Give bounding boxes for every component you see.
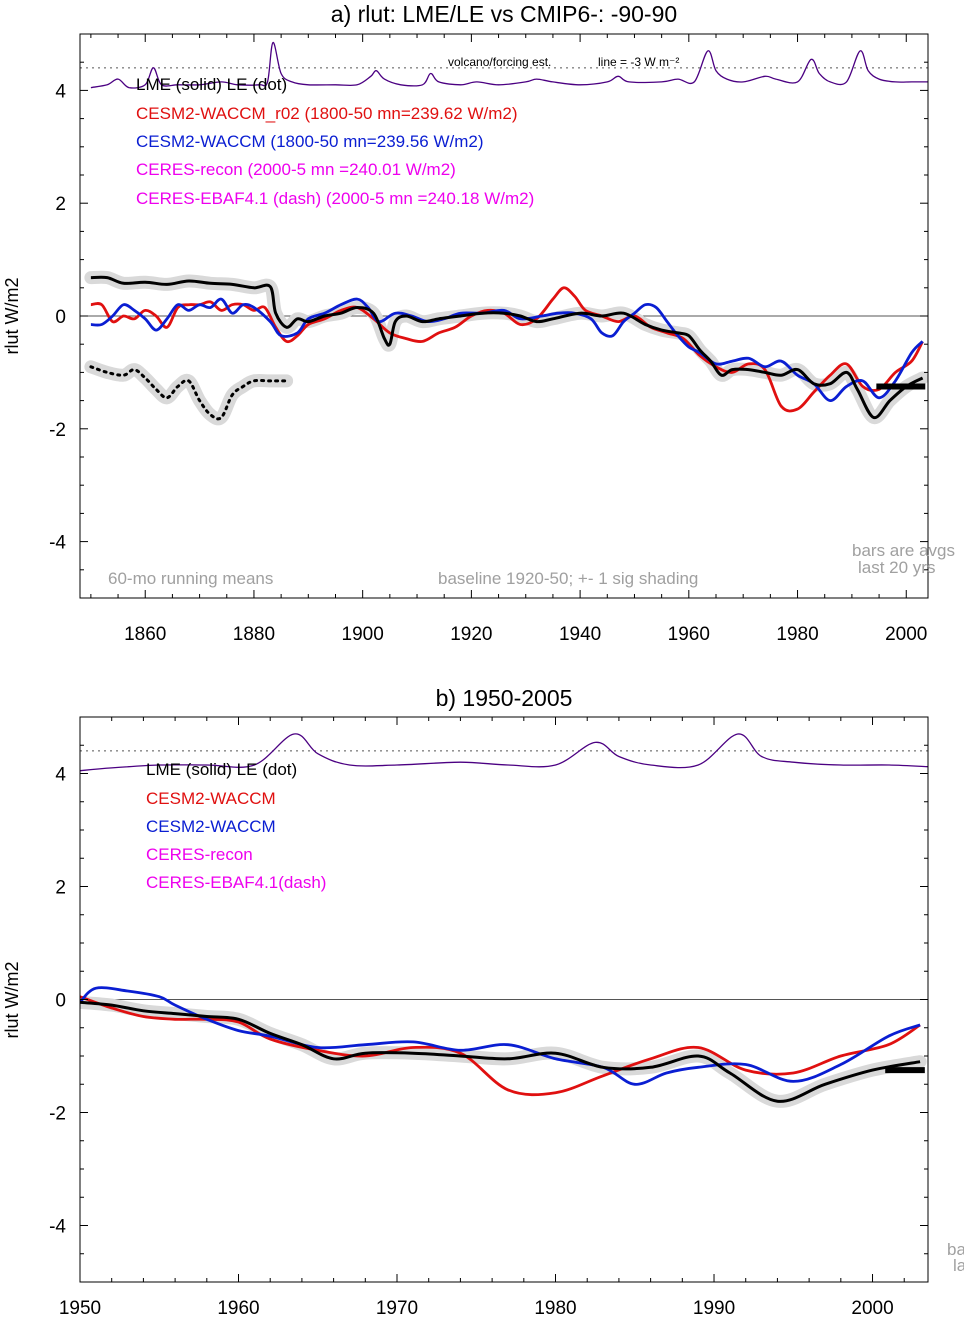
legend-b-ceres-recon: CERES-recon <box>146 845 253 864</box>
legend-a-wacc-r02: CESM2-WACCM_r02 (1800-50 mn=239.62 W/m2) <box>136 104 518 123</box>
volcano-forcing-line <box>90 41 928 89</box>
plot-a-axes: -4 -2 0 2 4 1860 1880 1900 1920 1940 1960 1980 2000 <box>49 33 929 645</box>
panel-a-ylabel: rlut W/m2 <box>2 277 22 354</box>
x-tick-label: 1950 <box>59 1298 101 1319</box>
series-cesm2-waccm-red <box>90 286 924 413</box>
x-tick-label: 1880 <box>233 624 275 645</box>
y-tick-label: -2 <box>49 1104 66 1125</box>
y-tick-label: 0 <box>55 991 66 1012</box>
x-tick-label: 2000 <box>851 1298 893 1319</box>
x-tick-label: 1900 <box>342 624 384 645</box>
plot-area <box>80 733 928 1108</box>
sigma-shading-0 <box>84 270 928 425</box>
panel-b-legend: LME (solid) LE (dot) CESM2-WACCM CESM2-W… <box>146 760 326 892</box>
panel-a-volcano-label: volcano/forcing est. <box>448 55 551 69</box>
legend-a-ceres-ebaf: CERES-EBAF4.1 (dash) (2000-5 mn =240.18 … <box>136 189 534 208</box>
panel-a-note-running-mean: 60-mo running means <box>108 569 273 588</box>
y-tick-label: -4 <box>49 1217 66 1238</box>
x-tick-label: 2000 <box>885 624 927 645</box>
x-tick-label: 1970 <box>376 1298 418 1319</box>
series-cesm2-waccm-blue <box>80 986 921 1086</box>
plot-a-series <box>80 41 928 426</box>
panel-a: a) rlut: LME/LE vs CMIP6-: -90-90 -4 -2 0 2… <box>2 1 955 645</box>
panel-a-note-baseline: baseline 1920-50; +- 1 sig shading <box>438 569 698 588</box>
panel-b-title: b) 1950-2005 <box>436 685 573 711</box>
panel-a-note-last20: last 20 yrs <box>858 558 935 577</box>
panel-b-note-last: la <box>953 1256 964 1275</box>
x-tick-label: 1960 <box>217 1298 259 1319</box>
legend-b-lme: LME (solid) LE (dot) <box>146 760 297 779</box>
plot-area <box>80 41 928 426</box>
legend-b-ceres-ebaf: CERES-EBAF4.1(dash) <box>146 873 326 892</box>
panel-a-legend: LME (solid) LE (dot) CESM2-WACCM_r02 (18… <box>136 75 534 208</box>
x-tick-label: 1940 <box>559 624 601 645</box>
y-tick-label: -4 <box>49 533 66 554</box>
series-cesm2-waccm-red <box>80 995 921 1097</box>
x-tick-label: 1990 <box>693 1298 735 1319</box>
panel-b: b) 1950-2005 -4 -2 0 2 4 1950 1960 1970 1980 1990… <box>2 685 964 1319</box>
y-tick-label: 4 <box>55 81 66 102</box>
panel-b-note-bars: ba <box>947 1240 964 1259</box>
y-tick-label: -2 <box>49 420 66 441</box>
legend-b-wacc-red: CESM2-WACCM <box>146 789 276 808</box>
volcano-forcing-line <box>80 733 928 772</box>
plot-b-series <box>80 733 928 1108</box>
x-tick-label: 1980 <box>776 624 818 645</box>
legend-a-wacc: CESM2-WACCM (1800-50 mn=239.56 W/m2) <box>136 132 484 151</box>
series-lme <box>80 1000 921 1103</box>
series-le <box>89 365 289 421</box>
legend-a-lme: LME (solid) LE (dot) <box>136 75 287 94</box>
legend-b-wacc-blue: CESM2-WACCM <box>146 817 276 836</box>
x-tick-label: 1920 <box>450 624 492 645</box>
x-tick-label: 1860 <box>124 624 166 645</box>
y-tick-label: 2 <box>55 194 66 215</box>
y-tick-label: 0 <box>55 307 66 328</box>
y-tick-label: 4 <box>55 765 66 786</box>
legend-a-ceres-recon: CERES-recon (2000-5 mn =240.01 W/m2) <box>136 160 456 179</box>
panel-a-volcano-scale: line = -3 W m⁻² <box>598 55 679 69</box>
panel-a-title: a) rlut: LME/LE vs CMIP6-: -90-90 <box>331 1 677 27</box>
y-tick-label: 2 <box>55 878 66 899</box>
panel-a-note-bars: bars are avgs <box>852 541 955 560</box>
plot-b-axes: -4 -2 0 2 4 1950 1960 1970 1980 1990 2000 <box>49 716 929 1319</box>
panel-b-ylabel: rlut W/m2 <box>2 961 22 1038</box>
x-tick-label: 1980 <box>534 1298 576 1319</box>
series-lme <box>90 275 924 420</box>
x-tick-label: 1960 <box>668 624 710 645</box>
